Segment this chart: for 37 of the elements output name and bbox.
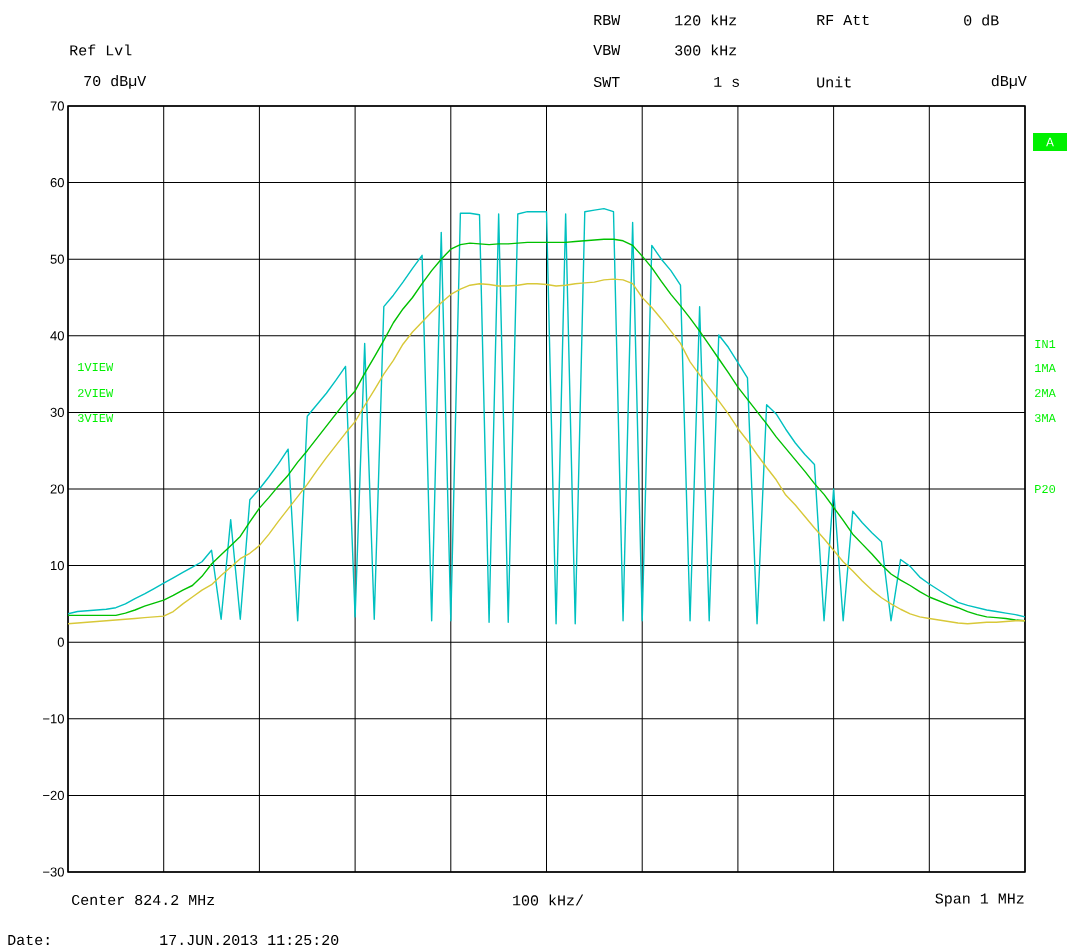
text: 120 kHz — [675, 14, 737, 26]
text: RBW — [594, 15, 621, 25]
y-tick-label: 10 — [51, 560, 64, 571]
y-tick-label: −30 — [43, 867, 64, 877]
text: dBµV — [991, 75, 1027, 89]
y-tick-label: 60 — [50, 177, 64, 188]
y-tick-label: 20 — [50, 484, 64, 494]
text: 300 kHz — [675, 44, 737, 56]
text: 70 dBµV — [84, 75, 147, 89]
text: SWT — [593, 76, 620, 88]
annotation: 2VIEW — [78, 388, 114, 397]
annotation: 1VIEW — [78, 363, 114, 371]
text: Ref Lvl — [70, 44, 132, 56]
text: 1 s — [714, 76, 739, 87]
y-tick-label: −20 — [43, 790, 64, 800]
y-tick-label: 40 — [50, 331, 64, 341]
y-tick-label: 0 — [57, 637, 64, 647]
text: 3MA — [1034, 413, 1056, 423]
text: 100 kHz/ — [513, 894, 584, 906]
text: 2MA — [1035, 388, 1056, 397]
text: 1MA — [1035, 364, 1056, 372]
text: Center 824.2 MHz — [72, 894, 215, 906]
text: RF Att — [817, 14, 869, 26]
text: IN1 — [1035, 340, 1056, 348]
text: Span 1 MHz — [935, 893, 1024, 907]
text: Date: — [8, 934, 49, 946]
text: P20 — [1035, 484, 1056, 494]
annotation: 3VIEW — [77, 413, 114, 423]
y-tick-label: 30 — [50, 407, 64, 417]
text: 17.JUN.2013 11:25:20 — [160, 934, 339, 946]
y-tick-label: 50 — [50, 254, 64, 264]
y-tick-label: 70 — [50, 101, 64, 111]
text: A — [1046, 137, 1054, 147]
text: VBW — [593, 45, 621, 55]
y-tick-label: −10 — [43, 714, 64, 724]
text: Unit — [817, 76, 851, 88]
text: 0 dB — [964, 14, 999, 26]
